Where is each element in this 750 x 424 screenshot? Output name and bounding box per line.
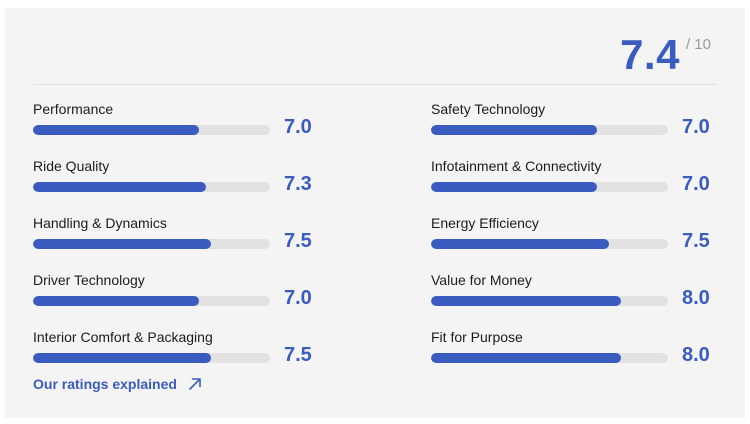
rating-label: Interior Comfort & Packaging <box>33 329 213 345</box>
rating-driver-technology: Driver Technology 7.0 <box>33 272 333 329</box>
rating-label: Energy Efficiency <box>431 215 539 231</box>
divider <box>33 84 717 85</box>
rating-value: 7.0 <box>284 116 312 138</box>
rating-bar-track <box>33 296 270 306</box>
rating-bar-track <box>33 239 270 249</box>
rating-value: 7.5 <box>284 344 312 366</box>
ratings-explained-label: Our ratings explained <box>33 376 177 392</box>
rating-bar-fill <box>431 239 609 249</box>
rating-value: 7.5 <box>284 230 312 252</box>
rating-bar-fill <box>33 239 211 249</box>
rating-infotainment-connectivity: Infotainment & Connectivity 7.0 <box>431 158 731 215</box>
ratings-explained-link[interactable]: Our ratings explained <box>33 376 202 392</box>
rating-bar-fill <box>431 353 621 363</box>
overall-score: 7.4 / 10 <box>620 34 711 76</box>
rating-value: 7.0 <box>284 287 312 309</box>
rating-ride-quality: Ride Quality 7.3 <box>33 158 333 215</box>
rating-bar-track <box>33 353 270 363</box>
rating-fit-for-purpose: Fit for Purpose 8.0 <box>431 329 731 386</box>
rating-label: Safety Technology <box>431 101 546 117</box>
rating-bar-fill <box>33 296 199 306</box>
rating-value: 8.0 <box>682 344 710 366</box>
rating-label: Performance <box>33 101 114 117</box>
rating-bar-fill <box>431 182 597 192</box>
rating-bar-fill <box>33 353 211 363</box>
rating-bar-fill <box>431 296 621 306</box>
overall-score-value: 7.4 <box>620 31 680 78</box>
rating-interior-comfort-packaging: Interior Comfort & Packaging 7.5 <box>33 329 333 386</box>
rating-label: Infotainment & Connectivity <box>431 158 602 174</box>
rating-label: Ride Quality <box>33 158 110 174</box>
rating-bar-track <box>431 296 668 306</box>
rating-energy-efficiency: Energy Efficiency 7.5 <box>431 215 731 272</box>
rating-label: Driver Technology <box>33 272 145 288</box>
rating-safety-technology: Safety Technology 7.0 <box>431 101 731 158</box>
rating-bar-track <box>33 182 270 192</box>
rating-bar-track <box>431 239 668 249</box>
rating-bar-fill <box>33 182 206 192</box>
rating-label: Value for Money <box>431 272 532 288</box>
rating-bar-fill <box>33 125 199 135</box>
rating-value: 7.3 <box>284 173 312 195</box>
arrow-up-right-icon <box>188 377 202 391</box>
rating-bar-track <box>431 182 668 192</box>
rating-bar-track <box>431 353 668 363</box>
rating-bar-fill <box>431 125 597 135</box>
ratings-card: 7.4 / 10 Performance 7.0 Ride Quality 7.… <box>5 8 745 418</box>
ratings-column-right: Safety Technology 7.0 Infotainment & Con… <box>431 101 731 386</box>
rating-bar-track <box>431 125 668 135</box>
rating-value: 8.0 <box>682 287 710 309</box>
rating-value: 7.0 <box>682 116 710 138</box>
rating-handling-dynamics: Handling & Dynamics 7.5 <box>33 215 333 272</box>
rating-label: Fit for Purpose <box>431 329 523 345</box>
ratings-column-left: Performance 7.0 Ride Quality 7.3 Handlin… <box>33 101 333 386</box>
rating-bar-track <box>33 125 270 135</box>
rating-value: 7.0 <box>682 173 710 195</box>
rating-label: Handling & Dynamics <box>33 215 167 231</box>
rating-value-for-money: Value for Money 8.0 <box>431 272 731 329</box>
rating-performance: Performance 7.0 <box>33 101 333 158</box>
rating-value: 7.5 <box>682 230 710 252</box>
overall-score-max: / 10 <box>685 36 711 53</box>
